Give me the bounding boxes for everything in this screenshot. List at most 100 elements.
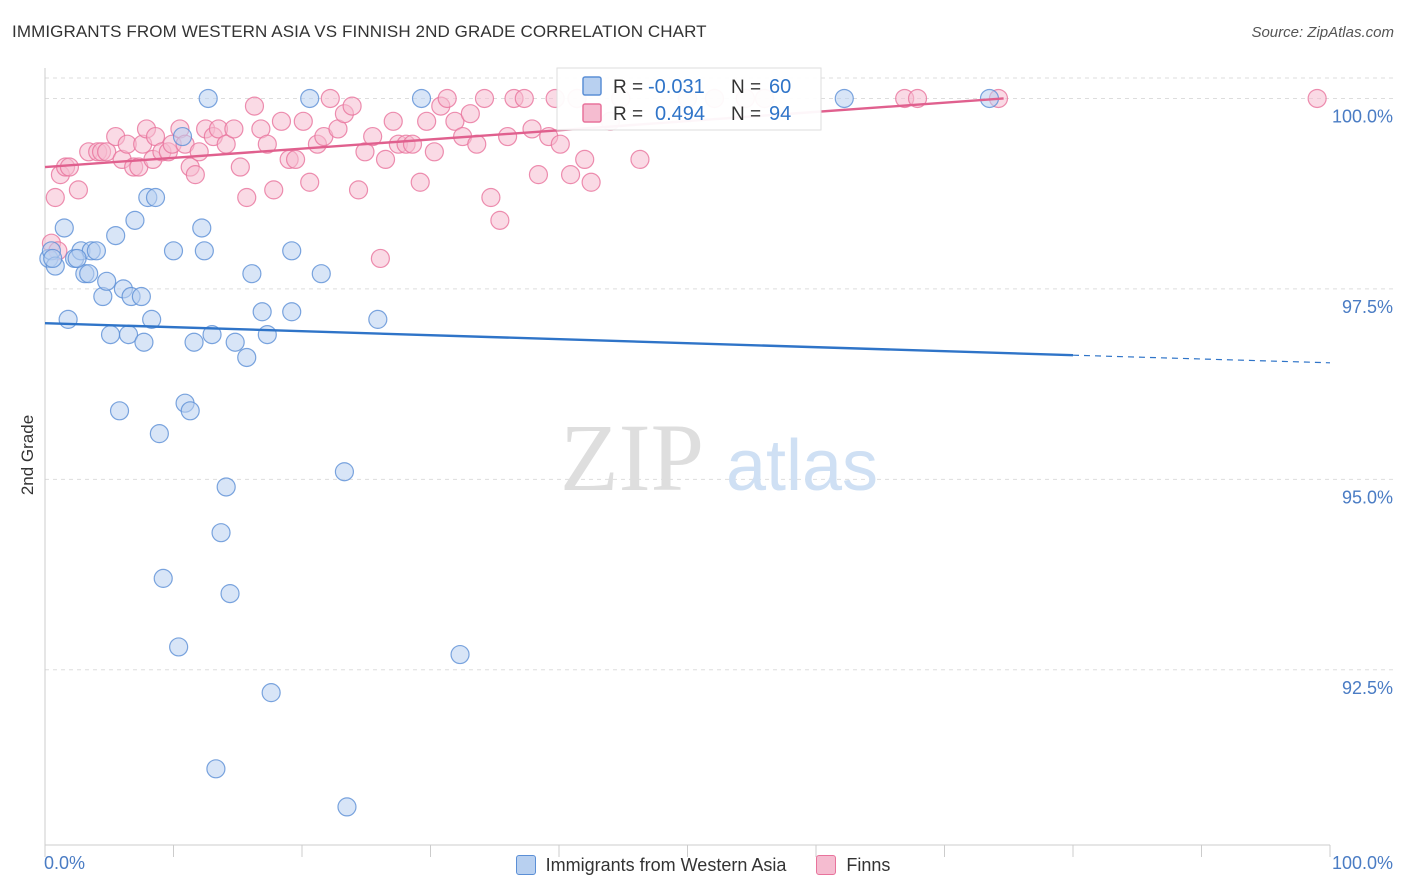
finns-point-78 xyxy=(550,134,570,154)
western-asia-point-21 xyxy=(134,332,154,352)
western-asia-point-28 xyxy=(169,637,189,657)
western-asia-point-52 xyxy=(337,797,357,817)
legend-n-value-blue: 60 xyxy=(769,76,791,98)
western-asia-point-37 xyxy=(206,759,226,779)
watermark-zip: ZIP xyxy=(560,404,704,511)
finns-point-71 xyxy=(498,126,518,147)
legend-r-label-pink: R = xyxy=(613,104,643,125)
finns-point-49 xyxy=(342,96,362,116)
finns-point-63 xyxy=(437,88,457,109)
western-asia-point-47 xyxy=(282,241,302,261)
western-asia-point-10 xyxy=(86,241,107,261)
finns-point-93 xyxy=(1307,88,1327,109)
finns-point-81 xyxy=(575,149,595,170)
finns-point-46 xyxy=(320,88,340,109)
finns-point-79 xyxy=(560,165,581,185)
x-tick-label-0: 0.0% xyxy=(44,853,85,873)
legend-item-finns[interactable]: Finns xyxy=(816,855,890,876)
western-asia-point-58 xyxy=(43,248,63,269)
western-asia-point-26 xyxy=(153,568,173,588)
y-tick-label-1: 97.5% xyxy=(1342,297,1393,317)
finns-point-6 xyxy=(68,180,89,200)
finns-point-39 xyxy=(271,111,292,131)
western-asia-point-14 xyxy=(106,225,126,246)
western-asia-point-44 xyxy=(252,302,272,322)
finns-point-38 xyxy=(264,180,284,200)
finns-point-35 xyxy=(244,96,265,116)
finns-trend-line xyxy=(44,97,1004,169)
finns-point-68 xyxy=(474,88,495,109)
stats-legend: R = -0.031 N = 60 R = 0.494 N = 94 xyxy=(556,67,822,131)
western-asia-point-55 xyxy=(450,644,470,665)
finns-point-74 xyxy=(522,119,542,139)
finns-point-67 xyxy=(467,134,487,154)
finns-point-58 xyxy=(402,134,423,154)
finns-point-33 xyxy=(230,157,250,177)
western-asia-point-20 xyxy=(131,286,151,307)
finns-point-43 xyxy=(300,172,320,192)
finns-point-91 xyxy=(907,88,928,109)
legend-swatch-blue xyxy=(582,76,602,96)
western-asia-point-50 xyxy=(311,264,331,284)
western-asia-point-51 xyxy=(334,462,355,482)
finns-point-50 xyxy=(348,180,369,200)
legend-label-finns: Finns xyxy=(846,854,891,875)
watermark-atlas: atlas xyxy=(726,426,878,506)
western-asia-point-19 xyxy=(125,210,145,230)
western-asia-point-59 xyxy=(67,248,87,269)
finns-point-26 xyxy=(185,165,205,185)
western-asia-point-31 xyxy=(180,401,200,421)
finns-point-59 xyxy=(410,172,430,192)
y-tick-label-3: 92.5% xyxy=(1342,678,1393,698)
western-asia-point-24 xyxy=(145,187,166,208)
western-asia-point-39 xyxy=(216,477,236,497)
western-asia-point-4 xyxy=(58,309,78,329)
y-tick-label-0: 100.0% xyxy=(1332,106,1393,126)
legend-r-label-blue: R = xyxy=(613,77,643,98)
western-asia-point-36 xyxy=(202,325,222,345)
chart-title: IMMIGRANTS FROM WESTERN ASIA VS FINNISH … xyxy=(12,22,707,41)
western-asia-point-15 xyxy=(109,401,130,421)
finns-point-51 xyxy=(355,142,375,162)
finns-point-52 xyxy=(363,126,383,147)
finns-point-32 xyxy=(224,119,244,139)
x-axis-ticks xyxy=(44,845,1331,857)
legend-label-western-asia: Immigrants from Western Asia xyxy=(545,854,787,875)
western-asia-point-25 xyxy=(149,424,169,444)
x-tick-label-1: 100.0% xyxy=(1332,853,1393,873)
finns-point-82 xyxy=(581,172,601,192)
finns-point-85 xyxy=(630,149,650,170)
western-asia-point-35 xyxy=(198,88,218,109)
series-legend: Immigrants from Western Asia Finns xyxy=(0,850,1406,880)
western-asia-point-41 xyxy=(225,332,245,352)
y-tick-labels: 100.0% 97.5% 95.0% 92.5% xyxy=(1332,106,1393,697)
western-asia-points xyxy=(39,88,1000,817)
western-asia-point-42 xyxy=(237,347,257,368)
legend-item-western-asia[interactable]: Immigrants from Western Asia xyxy=(515,854,787,876)
finns-point-54 xyxy=(375,149,396,170)
legend-r-value-blue: -0.031 xyxy=(648,76,705,98)
y-tick-label-2: 95.0% xyxy=(1342,487,1393,507)
finns-point-37 xyxy=(257,134,277,154)
finns-point-53 xyxy=(370,248,390,269)
legend-n-value-pink: 94 xyxy=(769,103,791,125)
finns-point-69 xyxy=(481,187,501,208)
western-asia-point-43 xyxy=(242,264,262,284)
finns-point-10 xyxy=(97,142,117,162)
western-asia-point-3 xyxy=(54,218,74,238)
western-asia-point-29 xyxy=(172,126,193,147)
finns-point-42 xyxy=(293,111,313,131)
western-asia-point-12 xyxy=(97,271,117,291)
finns-point-60 xyxy=(417,111,437,131)
finns-point-1 xyxy=(45,187,65,208)
western-asia-point-33 xyxy=(192,218,212,238)
western-asia-point-46 xyxy=(261,683,281,703)
western-asia-point-45 xyxy=(257,325,277,345)
finns-point-64 xyxy=(445,111,465,131)
trend-lines xyxy=(44,97,1331,364)
finns-point-27 xyxy=(189,142,209,162)
western-asia-point-32 xyxy=(184,332,204,352)
finns-point-5 xyxy=(59,157,80,177)
western-asia-point-56 xyxy=(834,88,854,109)
